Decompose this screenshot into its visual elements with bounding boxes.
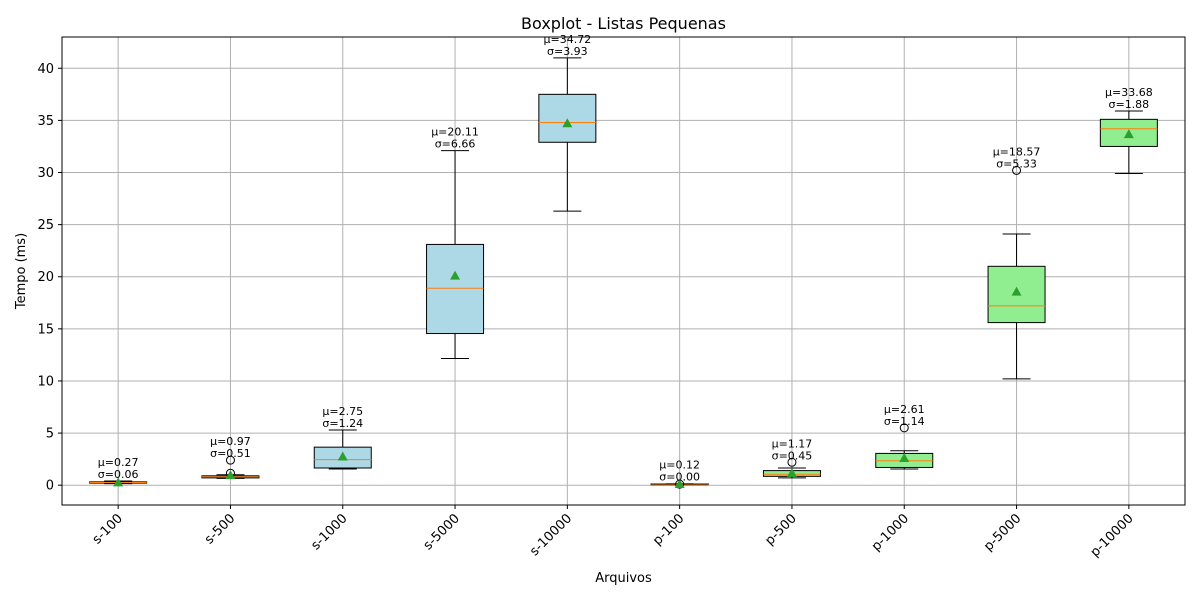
box-s-1000 — [313, 429, 372, 470]
mean-annotation: μ=34.72 — [543, 33, 591, 46]
mean-annotation: μ=2.75 — [322, 405, 363, 418]
box-p-10000 — [1099, 110, 1158, 175]
std-annotation: σ=0.45 — [772, 449, 813, 462]
mean-marker — [1123, 129, 1134, 139]
outlier-point — [1012, 165, 1022, 175]
box-p-500 — [762, 457, 821, 479]
y-tick-label: 25 — [37, 218, 54, 233]
iqr-box — [426, 243, 485, 335]
mean-marker — [899, 452, 910, 462]
x-tick-label: s-1000 — [308, 511, 350, 553]
y-tick-label: 40 — [37, 62, 54, 77]
box-s-5000 — [426, 150, 485, 360]
x-tick-label: p-10000 — [1088, 511, 1137, 560]
mean-marker — [674, 478, 685, 488]
mean-marker — [786, 468, 797, 478]
std-annotation: σ=0.00 — [659, 471, 700, 484]
box-s-10000 — [538, 57, 597, 212]
x-tick-label: s-100 — [90, 511, 126, 547]
mean-marker — [1011, 286, 1022, 296]
y-tick-label: 15 — [37, 322, 54, 337]
mean-marker — [450, 270, 461, 280]
y-axis-label: Tempo (ms) — [14, 233, 29, 310]
x-axis-label: Arquivos — [595, 571, 652, 586]
y-tick-label: 35 — [37, 114, 54, 129]
std-annotation: σ=5.33 — [996, 157, 1037, 170]
std-annotation: σ=1.24 — [322, 417, 363, 430]
box-s-100 — [89, 477, 148, 487]
mean-marker — [225, 470, 236, 480]
y-tick-label: 20 — [37, 270, 54, 285]
box-p-5000 — [987, 165, 1046, 380]
outlier-point — [787, 457, 797, 467]
std-annotation: σ=0.51 — [210, 447, 251, 460]
box-p-100 — [650, 478, 709, 489]
outlier-point — [899, 423, 909, 433]
mean-annotation: μ=1.17 — [772, 437, 813, 450]
mean-marker — [113, 477, 124, 487]
std-annotation: σ=1.14 — [884, 415, 925, 428]
x-tick-label: p-500 — [762, 511, 799, 548]
mean-annotation: μ=2.61 — [884, 403, 925, 416]
std-annotation: σ=0.06 — [98, 468, 139, 481]
plot-frame — [61, 36, 1186, 506]
x-tick-label: p-100 — [650, 511, 687, 548]
std-annotation: σ=1.88 — [1109, 98, 1150, 111]
mean-marker — [337, 451, 348, 461]
mean-annotation: μ=33.68 — [1105, 86, 1153, 99]
mean-annotation: μ=20.11 — [431, 126, 479, 139]
std-annotation: σ=3.93 — [547, 45, 588, 58]
x-tick-label: s-5000 — [421, 511, 463, 553]
y-axis-ticks: 0 5 10 15 20 25 30 35 40 — [37, 62, 62, 494]
y-tick-label: 0 — [46, 479, 54, 494]
y-tick-label: 10 — [37, 374, 54, 389]
y-tick-label: 30 — [37, 166, 54, 181]
mean-annotation: μ=18.57 — [993, 145, 1041, 158]
box-series — [89, 57, 1158, 489]
box-p-1000 — [875, 423, 934, 470]
iqr-box — [538, 93, 597, 143]
mean-annotation: μ=0.97 — [210, 435, 251, 448]
x-tick-label: s-500 — [202, 511, 238, 547]
outlier-point — [225, 455, 235, 465]
x-tick-label: p-1000 — [869, 511, 912, 554]
x-tick-label: s-10000 — [527, 511, 575, 559]
annotations: μ=0.27σ=0.06 μ=0.97σ=0.51 μ=2.75σ=1.24 μ=20… — [98, 33, 1153, 484]
mean-annotation: μ=0.27 — [98, 456, 139, 469]
x-axis-ticks: s-100 s-500 s-1000 s-5000 s-10000 p-100 p-500 p… — [90, 505, 1137, 560]
x-tick-label: p-5000 — [981, 511, 1024, 554]
chart-title: Boxplot - Listas Pequenas — [521, 14, 726, 33]
box-s-500 — [201, 455, 260, 480]
mean-marker — [562, 118, 573, 128]
mean-annotation: μ=0.12 — [659, 459, 700, 472]
std-annotation: σ=6.66 — [435, 138, 476, 151]
y-tick-label: 5 — [46, 427, 54, 442]
